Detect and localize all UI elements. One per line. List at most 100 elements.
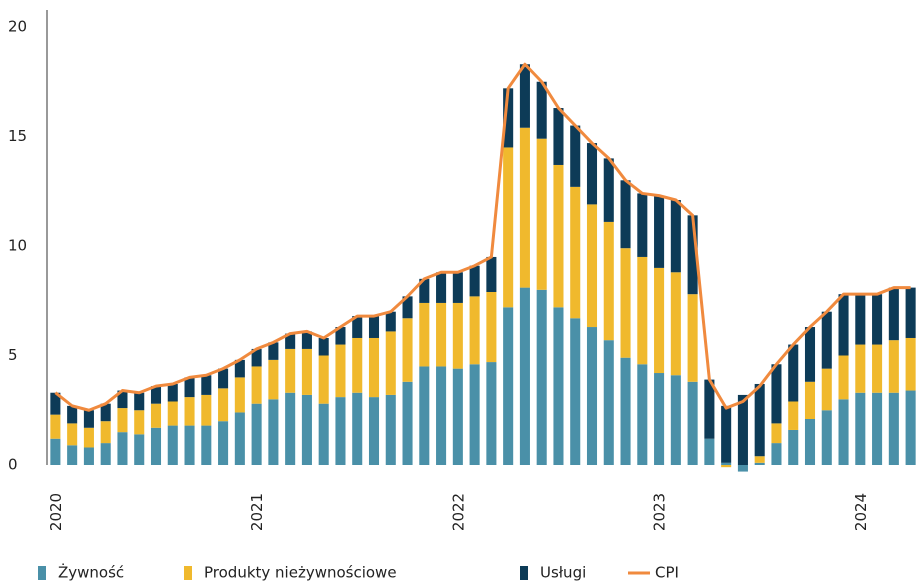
bar bbox=[654, 373, 665, 465]
bar bbox=[318, 403, 329, 465]
bar bbox=[318, 337, 329, 356]
bar bbox=[586, 204, 598, 328]
legend-label: Żywność bbox=[58, 563, 124, 582]
bar bbox=[83, 447, 94, 465]
bar bbox=[553, 307, 564, 465]
bar bbox=[368, 337, 380, 398]
bar bbox=[469, 296, 480, 365]
bar bbox=[670, 200, 681, 273]
bar bbox=[117, 390, 128, 409]
legend-label: CPI bbox=[655, 564, 679, 582]
bar bbox=[721, 465, 732, 468]
bar bbox=[687, 294, 698, 382]
x-tick-label: 2021 bbox=[248, 493, 266, 531]
bar bbox=[838, 294, 849, 356]
bar bbox=[821, 410, 832, 465]
bar bbox=[100, 421, 111, 444]
bar bbox=[486, 291, 497, 363]
bar bbox=[586, 143, 598, 205]
bar bbox=[452, 272, 463, 303]
bar bbox=[855, 392, 866, 465]
x-tick-label: 2024 bbox=[852, 493, 870, 531]
x-tick-label: 2020 bbox=[47, 493, 65, 531]
legend-swatch bbox=[184, 566, 192, 580]
bar bbox=[150, 427, 162, 465]
bar bbox=[905, 337, 916, 391]
bar bbox=[620, 180, 631, 249]
bar bbox=[335, 327, 346, 345]
bar bbox=[402, 318, 413, 382]
bar bbox=[905, 287, 916, 338]
bar bbox=[905, 390, 916, 465]
bar bbox=[134, 392, 145, 411]
bar bbox=[603, 158, 614, 222]
bar bbox=[570, 318, 581, 465]
bar bbox=[788, 344, 799, 402]
legend-swatch bbox=[520, 566, 528, 580]
bar bbox=[50, 438, 61, 465]
bar bbox=[67, 445, 78, 465]
bar bbox=[771, 443, 782, 465]
bar bbox=[620, 357, 631, 465]
bar bbox=[570, 186, 581, 319]
bar bbox=[268, 342, 279, 360]
bar bbox=[402, 296, 413, 319]
bar bbox=[654, 267, 665, 374]
bar bbox=[301, 331, 312, 349]
bar bbox=[553, 164, 564, 308]
bar bbox=[352, 316, 363, 338]
bar bbox=[469, 364, 480, 465]
bar bbox=[637, 256, 648, 365]
bar bbox=[637, 193, 648, 257]
bar bbox=[838, 355, 849, 400]
y-tick-label: 15 bbox=[8, 127, 27, 145]
bar bbox=[872, 294, 883, 345]
bar bbox=[888, 340, 899, 393]
bar bbox=[704, 379, 715, 439]
bar bbox=[788, 401, 799, 430]
bar bbox=[436, 302, 447, 367]
bar bbox=[737, 465, 748, 472]
bar bbox=[486, 256, 497, 292]
bar bbox=[134, 410, 145, 435]
bar bbox=[804, 381, 816, 420]
bar bbox=[368, 397, 380, 465]
bar bbox=[872, 392, 883, 465]
bar bbox=[301, 394, 312, 465]
bar bbox=[218, 421, 229, 465]
bar bbox=[536, 289, 547, 465]
bar bbox=[838, 399, 849, 465]
bar bbox=[519, 64, 530, 128]
bar bbox=[184, 425, 195, 465]
bar bbox=[117, 432, 128, 465]
bar bbox=[50, 392, 61, 415]
bar bbox=[134, 434, 145, 465]
bar bbox=[419, 366, 430, 465]
bar bbox=[150, 403, 162, 428]
bar bbox=[536, 81, 547, 139]
y-tick-label: 5 bbox=[8, 346, 18, 364]
bar bbox=[419, 278, 430, 303]
x-tick-label: 2023 bbox=[651, 493, 669, 531]
bar bbox=[285, 333, 296, 349]
bar bbox=[251, 403, 262, 465]
bar bbox=[620, 248, 631, 358]
bar bbox=[335, 397, 346, 465]
bar bbox=[368, 316, 380, 338]
bar bbox=[687, 215, 698, 295]
bar bbox=[855, 344, 866, 393]
bar bbox=[754, 383, 765, 457]
bar bbox=[469, 265, 480, 297]
bar bbox=[570, 125, 581, 187]
bar bbox=[855, 294, 866, 345]
bar bbox=[318, 355, 329, 404]
bar bbox=[352, 337, 363, 393]
bar bbox=[285, 348, 296, 393]
bar bbox=[301, 348, 312, 395]
bar bbox=[704, 438, 715, 465]
bar bbox=[419, 302, 430, 367]
bar bbox=[251, 366, 262, 404]
bar bbox=[117, 408, 128, 433]
bar bbox=[888, 287, 899, 341]
bar bbox=[201, 375, 212, 395]
